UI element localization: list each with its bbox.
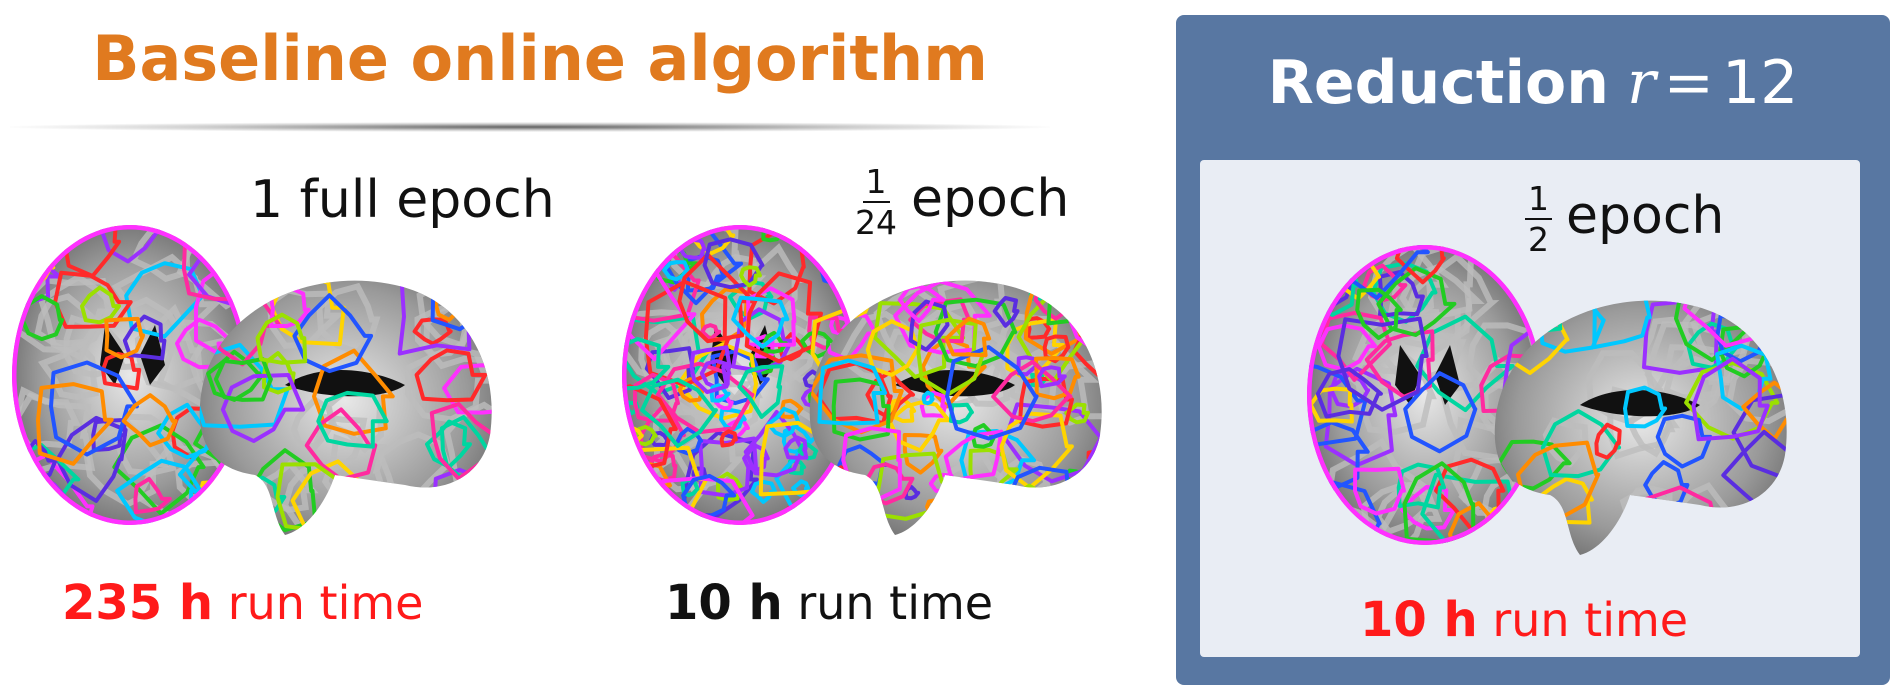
fraction-1-2: 1 2	[1525, 182, 1552, 256]
partial-epoch-label: 1 24 epoch	[855, 162, 1070, 242]
brain-atlas-full-epoch	[12, 225, 492, 535]
title-divider	[10, 122, 1050, 132]
full-epoch-label: 1 full epoch	[250, 170, 555, 230]
runtime-full-epoch: 235 h run time	[62, 575, 424, 631]
reduction-epoch-label: 1 2 epoch	[1525, 182, 1724, 256]
fraction-1-24: 1 24	[855, 162, 897, 242]
runtime-reduction: 10 h run time	[1360, 592, 1689, 648]
baseline-title: Baseline online algorithm	[92, 22, 988, 95]
runtime-partial-epoch: 10 h run time	[665, 575, 994, 631]
reduction-title: Reduction r = 12	[1267, 48, 1799, 118]
brain-atlas-partial-epoch	[622, 225, 1102, 535]
brain-atlas-reduction	[1307, 245, 1787, 555]
